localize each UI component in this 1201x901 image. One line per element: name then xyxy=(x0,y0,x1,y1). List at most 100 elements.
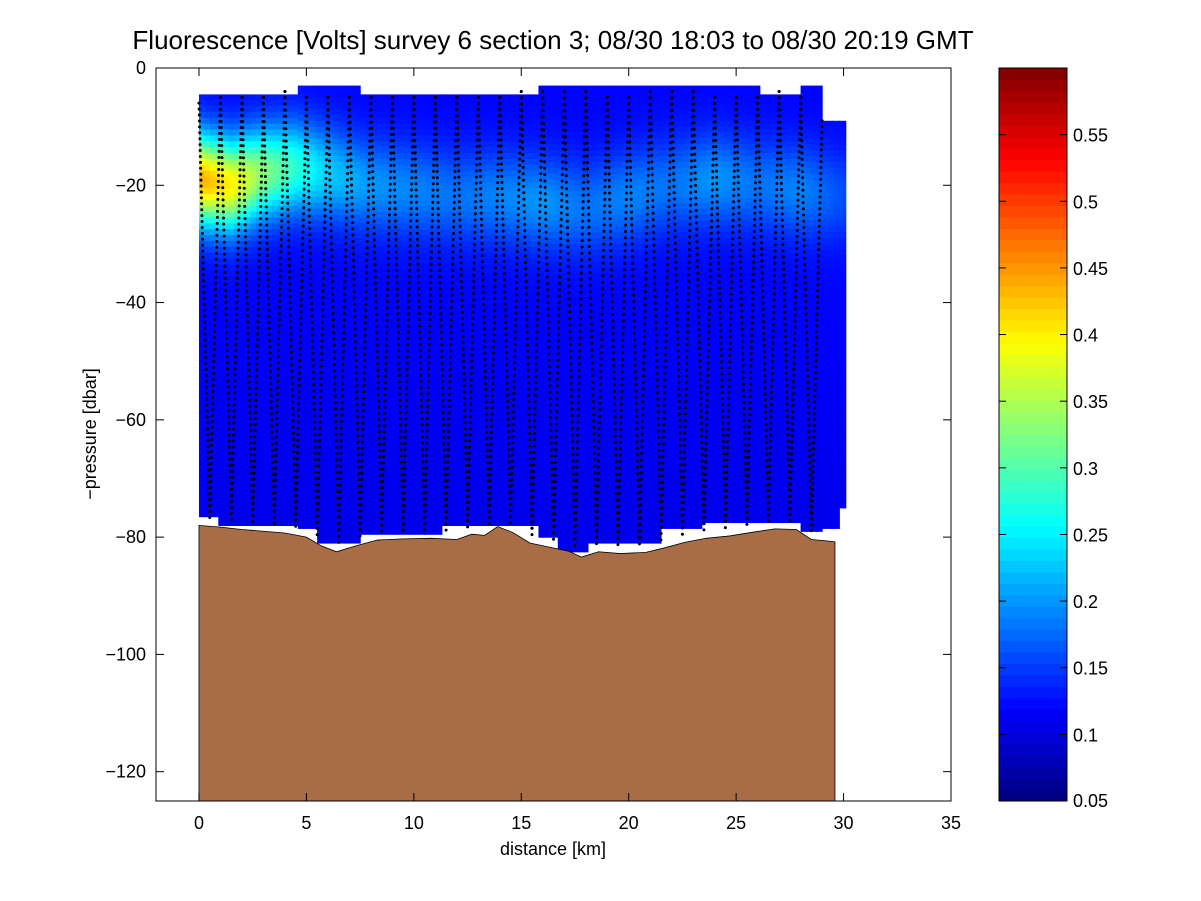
field-cell xyxy=(522,405,529,412)
field-cell xyxy=(429,493,436,500)
field-cell xyxy=(308,214,315,222)
field-cell xyxy=(381,352,388,359)
field-cell xyxy=(218,211,225,219)
field-cell xyxy=(441,299,448,307)
field-cell xyxy=(403,164,410,172)
field-cell xyxy=(360,111,367,119)
field-cell xyxy=(424,106,431,113)
field-cell xyxy=(408,240,415,248)
field-cell xyxy=(538,326,545,333)
field-cell xyxy=(381,370,388,377)
field-cell xyxy=(447,182,454,189)
field-cell xyxy=(239,205,246,213)
field-cell xyxy=(333,167,340,175)
field-cell xyxy=(543,103,550,110)
field-cell xyxy=(447,452,454,459)
field-cell xyxy=(408,510,415,518)
field-cell xyxy=(360,440,367,447)
field-cell xyxy=(543,367,550,374)
field-cell xyxy=(484,381,491,389)
field-cell xyxy=(313,173,318,181)
field-cell xyxy=(349,507,356,515)
field-cell xyxy=(308,314,315,321)
field-cell xyxy=(234,240,241,248)
field-cell xyxy=(424,153,431,160)
field-cell xyxy=(360,229,367,236)
field-cell xyxy=(293,153,299,160)
field-cell xyxy=(511,481,518,488)
field-cell xyxy=(474,199,480,207)
field-cell xyxy=(365,240,372,248)
field-cell xyxy=(349,261,356,268)
field-cell xyxy=(209,235,216,242)
field-cell xyxy=(381,276,388,283)
field-cell xyxy=(419,240,426,248)
field-cell xyxy=(354,273,361,280)
field-cell xyxy=(435,299,442,307)
field-cell xyxy=(293,240,299,248)
field-cell xyxy=(349,396,356,403)
field-cell xyxy=(376,252,383,260)
field-cell xyxy=(245,381,252,389)
field-cell xyxy=(533,487,540,494)
field-cell xyxy=(490,258,497,266)
field-cell xyxy=(272,194,278,201)
field-cell xyxy=(376,264,383,271)
field-cell xyxy=(229,411,236,418)
field-cell xyxy=(533,135,540,142)
field-cell xyxy=(317,150,324,157)
field-cell xyxy=(403,522,410,529)
field-cell xyxy=(381,229,388,236)
field-cell xyxy=(198,153,205,160)
field-cell xyxy=(457,457,464,465)
field-cell xyxy=(198,493,205,500)
field-cell xyxy=(522,205,529,213)
field-cell xyxy=(429,393,436,400)
field-cell xyxy=(308,484,315,491)
field-cell xyxy=(333,155,340,163)
field-cell xyxy=(327,507,334,515)
field-cell xyxy=(376,287,383,295)
field-cell xyxy=(516,352,523,359)
field-cell xyxy=(543,384,550,392)
field-cell xyxy=(239,457,246,465)
field-cell xyxy=(474,434,480,441)
field-cell xyxy=(288,217,295,224)
field-cell xyxy=(308,97,315,104)
field-cell xyxy=(229,270,236,277)
field-cell xyxy=(522,328,529,336)
field-cell xyxy=(490,240,497,248)
field-cell xyxy=(468,499,475,506)
field-cell xyxy=(479,176,486,183)
field-cell xyxy=(452,457,459,465)
field-cell xyxy=(370,94,377,101)
field-cell xyxy=(338,507,345,515)
field-cell xyxy=(354,144,361,151)
field-cell xyxy=(218,276,225,283)
field-cell xyxy=(403,199,410,207)
field-cell xyxy=(495,516,502,524)
field-cell xyxy=(419,229,426,236)
field-cell xyxy=(527,387,534,395)
field-cell xyxy=(495,446,502,453)
field-cell xyxy=(516,170,523,178)
field-cell xyxy=(457,446,464,453)
field-cell xyxy=(245,264,252,271)
field-cell xyxy=(293,370,299,377)
field-cell xyxy=(468,305,475,312)
field-cell xyxy=(440,129,443,137)
field-cell xyxy=(204,416,211,424)
field-cell xyxy=(215,117,219,125)
field-cell xyxy=(261,399,268,406)
field-cell xyxy=(392,305,399,312)
field-cell xyxy=(419,305,426,312)
field-cell xyxy=(419,334,426,342)
field-cell xyxy=(293,358,299,365)
field-cell xyxy=(511,276,518,283)
field-cell xyxy=(293,235,299,242)
field-cell xyxy=(419,370,426,377)
field-cell xyxy=(479,416,486,424)
field-cell xyxy=(440,487,443,494)
field-cell xyxy=(272,504,278,512)
field-cell xyxy=(282,481,289,488)
